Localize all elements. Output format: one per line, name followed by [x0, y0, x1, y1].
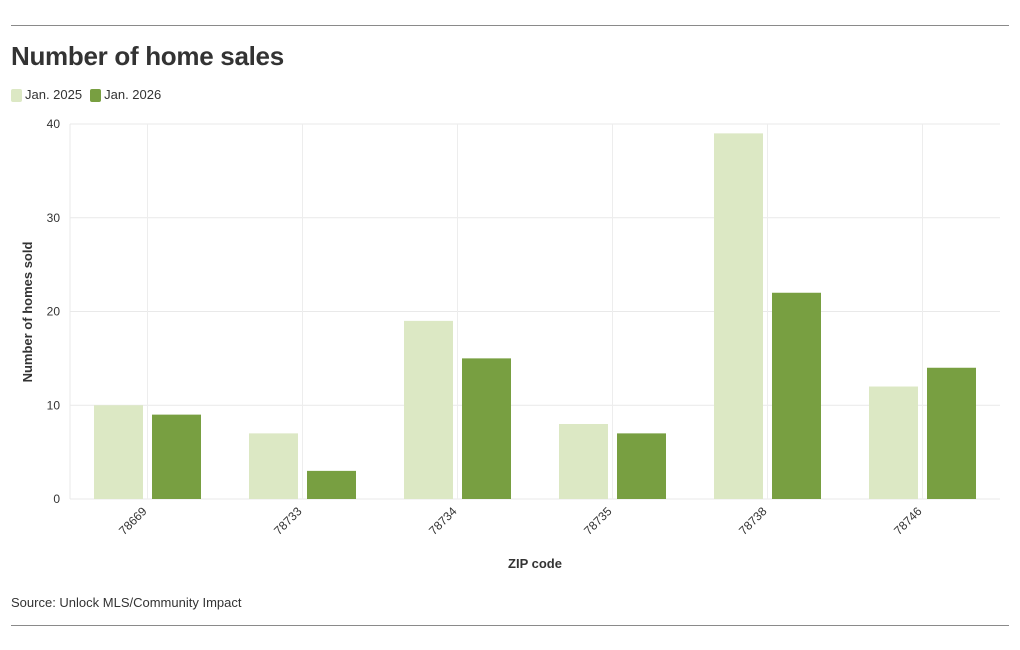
- legend-item-jan-2025: Jan. 2025: [11, 87, 82, 103]
- grid-layer: [69, 123, 1000, 500]
- bar-jan-2025-78735: [559, 424, 608, 499]
- bar-jan-2026-78733: [307, 470, 356, 499]
- legend: Jan. 2025 Jan. 2026: [11, 87, 169, 103]
- y-tick-label: 20: [47, 305, 61, 319]
- x-tick-label: 78738: [736, 504, 770, 538]
- y-tick-label: 40: [47, 117, 61, 131]
- top-divider: [11, 25, 1009, 26]
- bar-jan-2025-78734: [404, 320, 453, 499]
- source-note: Source: Unlock MLS/Community Impact: [11, 595, 242, 610]
- legend-swatch-jan-2025: [11, 88, 22, 102]
- y-tick-label: 0: [53, 492, 60, 506]
- y-tick-label: 10: [47, 398, 61, 412]
- legend-swatch-jan-2026: [90, 88, 102, 102]
- x-tick-label: 78746: [891, 504, 925, 538]
- x-tick-label: 78669: [116, 504, 150, 538]
- legend-label-jan-2025: Jan. 2025: [25, 87, 83, 102]
- bar-jan-2025-78733: [249, 433, 298, 499]
- bar-jan-2026-78735: [617, 433, 666, 499]
- bar-jan-2026-78746: [927, 367, 976, 499]
- x-axis-title: ZIP code: [508, 556, 562, 571]
- bar-jan-2025-78746: [869, 386, 918, 499]
- bottom-divider: [11, 625, 1009, 626]
- bar-jan-2025-78669: [94, 405, 143, 499]
- legend-item-jan-2026: Jan. 2026: [90, 87, 161, 103]
- bar-jan-2026-78738: [772, 292, 821, 499]
- bar-jan-2026-78734: [462, 358, 511, 499]
- x-tick-label: 78733: [271, 504, 305, 538]
- bar-jan-2026-78669: [152, 414, 201, 499]
- x-tick-label: 78734: [426, 504, 460, 538]
- legend-label-jan-2026: Jan. 2026: [104, 87, 162, 102]
- bars-layer: [94, 133, 976, 499]
- chart-title: Number of home sales: [11, 41, 284, 71]
- x-tick-label: 78735: [581, 504, 615, 538]
- y-axis-title: Number of homes sold: [20, 242, 35, 383]
- y-tick-label: 30: [47, 211, 61, 225]
- bar-jan-2025-78738: [714, 133, 763, 499]
